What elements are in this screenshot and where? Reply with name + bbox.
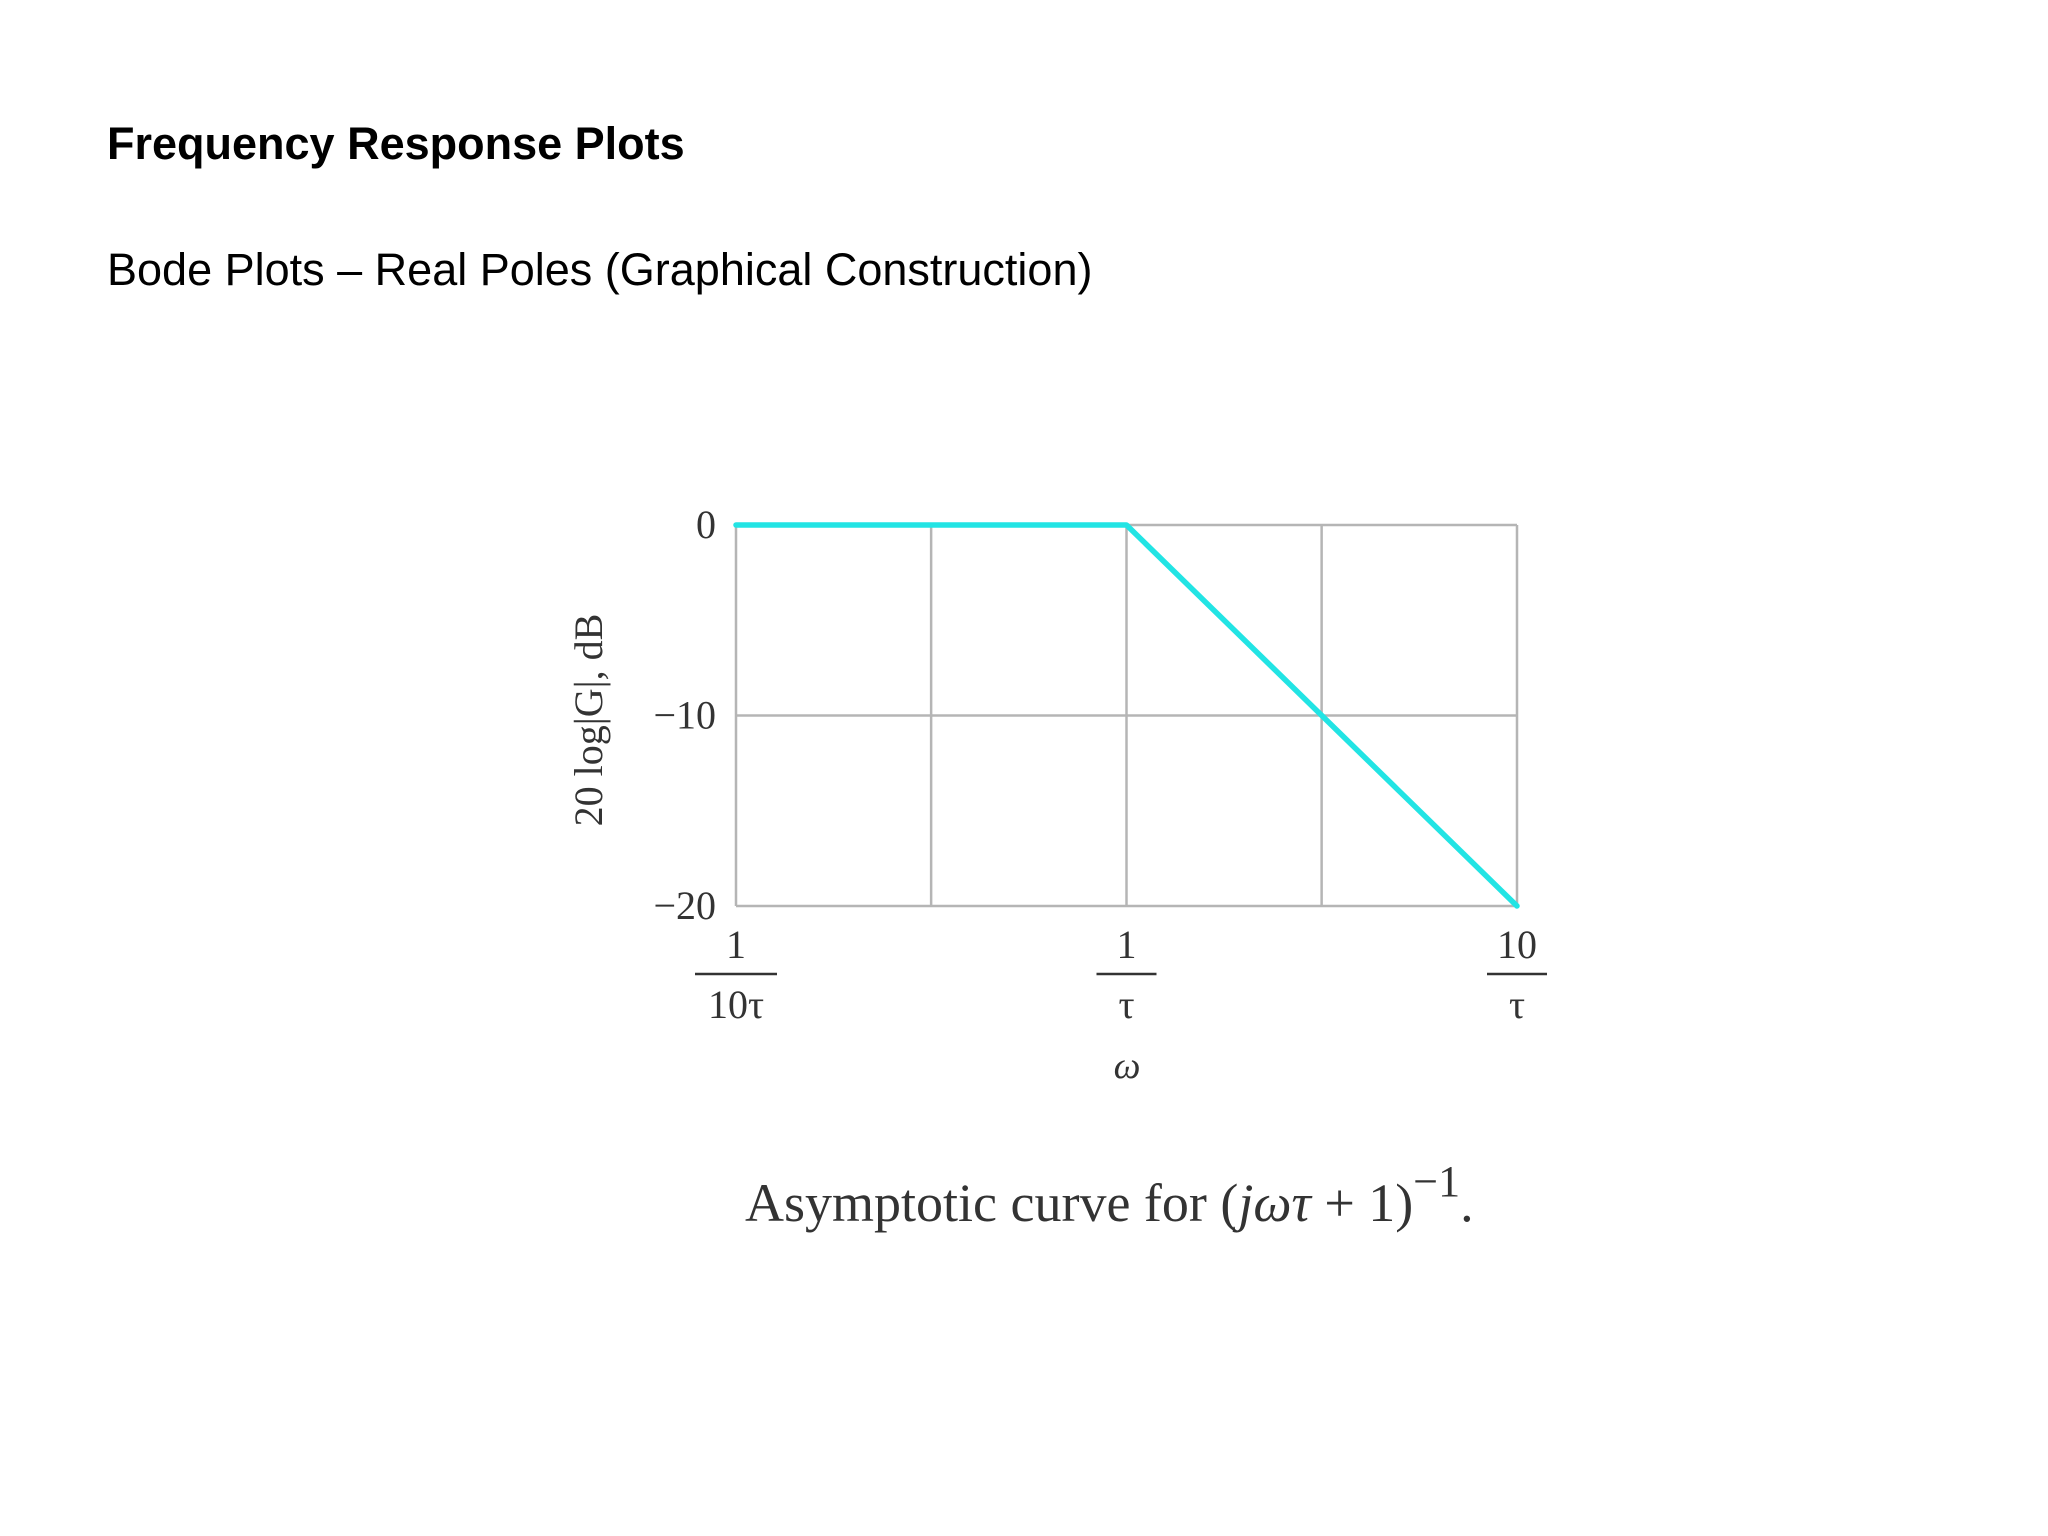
x-tick-denominator: τ	[1509, 982, 1525, 1027]
x-tick-label: 1τ	[1096, 922, 1157, 1027]
x-tick-label: 10 τ	[1487, 922, 1547, 1027]
x-tick-denominator: τ	[1118, 982, 1134, 1027]
x-tick-numerator: 1	[1117, 922, 1137, 967]
x-tick-numerator: 1	[726, 922, 746, 967]
y-tick-label: 0	[696, 502, 716, 547]
x-axis-label: ω	[1114, 1045, 1141, 1087]
y-axis-label: 20 log|G|, dB	[566, 614, 611, 827]
caption-exponent: −1	[1413, 1157, 1461, 1206]
slide-subtitle: Bode Plots – Real Poles (Graphical Const…	[107, 244, 1093, 295]
x-tick-denominator: 10τ	[708, 982, 764, 1027]
y-tick-label: −10	[653, 693, 716, 738]
asymptote-line	[733, 522, 1520, 909]
caption-middle: + 1)	[1310, 1173, 1414, 1233]
y-tick-label: −20	[653, 883, 716, 928]
figure-caption: Asymptotic curve for (jωτ + 1)−1.	[745, 1157, 1474, 1234]
slide-title: Frequency Response Plots	[107, 118, 685, 169]
caption-prefix: Asymptotic curve for (	[745, 1173, 1239, 1233]
caption-expression: jωτ	[1238, 1173, 1311, 1233]
chart-grid	[734, 523, 1519, 908]
caption-suffix: .	[1460, 1173, 1474, 1233]
chart-series	[733, 522, 1520, 909]
x-tick-numerator: 10	[1497, 922, 1537, 967]
